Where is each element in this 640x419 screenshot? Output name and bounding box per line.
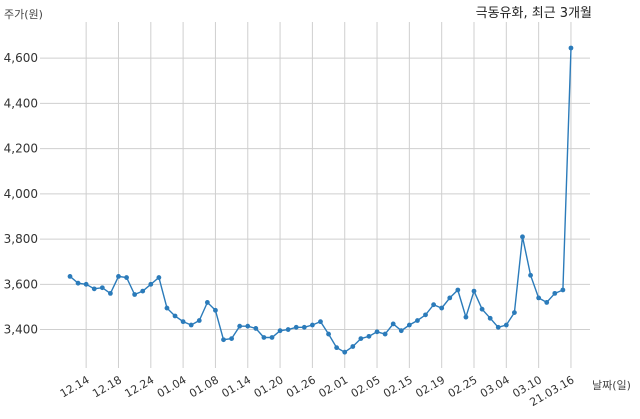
- data-point: [439, 305, 445, 311]
- x-tick-label: 02.01: [316, 373, 350, 400]
- data-point: [188, 322, 194, 328]
- data-point: [204, 300, 210, 305]
- data-point: [455, 287, 461, 293]
- data-point: [463, 314, 469, 320]
- data-point: [406, 322, 412, 328]
- data-point: [237, 323, 243, 329]
- data-point: [528, 272, 533, 278]
- data-point: [124, 275, 129, 280]
- data-point: [293, 324, 299, 330]
- series-line: [69, 47, 572, 354]
- data-point: [148, 281, 154, 287]
- y-tick-label: 4,600: [4, 51, 38, 65]
- data-point: [221, 337, 226, 343]
- data-point: [471, 288, 477, 294]
- x-axis-label: 날짜(일): [592, 378, 631, 392]
- data-point: [132, 292, 138, 297]
- x-tick-label: 01.08: [187, 373, 221, 400]
- y-axis-ticks: 3,400 3,600 3,800 4,000 4,200 4,400 4,600: [4, 51, 38, 336]
- y-tick-label: 4,200: [4, 142, 38, 156]
- data-point: [520, 234, 525, 240]
- data-point: [156, 275, 162, 280]
- data-point: [99, 285, 105, 291]
- x-tick-label: 12.24: [123, 373, 157, 400]
- data-point: [213, 307, 218, 313]
- data-point: [495, 324, 501, 330]
- data-point: [172, 313, 178, 319]
- x-tick-label: 03.04: [478, 373, 512, 400]
- data-point: [390, 321, 396, 327]
- data-point: [512, 310, 517, 315]
- data-point: [398, 328, 404, 334]
- data-point: [382, 331, 388, 337]
- data-point: [423, 312, 428, 318]
- x-tick-label: 01.04: [155, 373, 189, 400]
- data-point: [180, 319, 186, 325]
- data-point: [536, 295, 542, 301]
- data-point: [245, 323, 251, 329]
- data-point: [447, 295, 453, 301]
- x-tick-label: 02.15: [381, 373, 415, 400]
- x-tick-label: 02.25: [446, 373, 480, 400]
- data-point: [350, 344, 356, 349]
- x-tick-label: 01.26: [284, 373, 318, 400]
- data-point: [75, 280, 81, 286]
- data-point: [269, 335, 275, 340]
- data-point: [342, 349, 348, 355]
- data-point: [366, 333, 372, 339]
- data-point: [116, 274, 121, 279]
- x-tick-label: 01.20: [252, 373, 286, 400]
- y-tick-label: 3,600: [4, 277, 38, 291]
- data-point: [83, 281, 89, 287]
- x-tick-label: 02.19: [413, 373, 447, 400]
- data-point: [415, 318, 420, 323]
- series-layer: [67, 45, 574, 355]
- data-point: [503, 322, 509, 328]
- data-point: [310, 322, 315, 328]
- data-point: [544, 300, 550, 305]
- y-tick-label: 4,400: [4, 96, 38, 110]
- x-tick-label: 12.14: [58, 373, 92, 400]
- y-tick-label: 4,000: [4, 187, 38, 201]
- data-point: [277, 328, 283, 334]
- data-point: [358, 336, 364, 342]
- data-point: [560, 287, 566, 293]
- y-axis-label: 주가(원): [4, 8, 43, 21]
- data-point: [164, 305, 170, 311]
- data-point: [229, 336, 235, 342]
- data-point: [91, 286, 97, 292]
- data-point: [67, 274, 73, 279]
- data-point: [196, 318, 202, 323]
- data-point: [552, 290, 558, 296]
- data-point: [487, 315, 493, 321]
- y-tick-label: 3,800: [4, 232, 38, 246]
- data-point: [285, 327, 291, 332]
- data-point: [253, 326, 259, 331]
- data-point: [568, 45, 574, 51]
- data-point: [479, 306, 485, 312]
- data-point: [140, 288, 146, 294]
- data-point: [431, 302, 436, 308]
- data-point: [334, 345, 340, 351]
- grid: [40, 22, 590, 368]
- data-point: [301, 324, 307, 330]
- data-point: [374, 329, 380, 335]
- data-point: [108, 290, 113, 296]
- data-point: [326, 331, 331, 337]
- y-tick-label: 3,400: [4, 323, 38, 337]
- chart-title: 극동유화, 최근 3개월: [476, 6, 592, 21]
- data-point: [261, 335, 267, 340]
- x-axis-ticks: 12.1412.1812.2401.0401.0801.1401.2001.26…: [58, 373, 577, 409]
- x-tick-label: 12.18: [90, 373, 124, 400]
- x-tick-label: 01.14: [219, 373, 253, 400]
- data-point: [318, 319, 323, 325]
- x-tick-label: 02.05: [349, 373, 383, 400]
